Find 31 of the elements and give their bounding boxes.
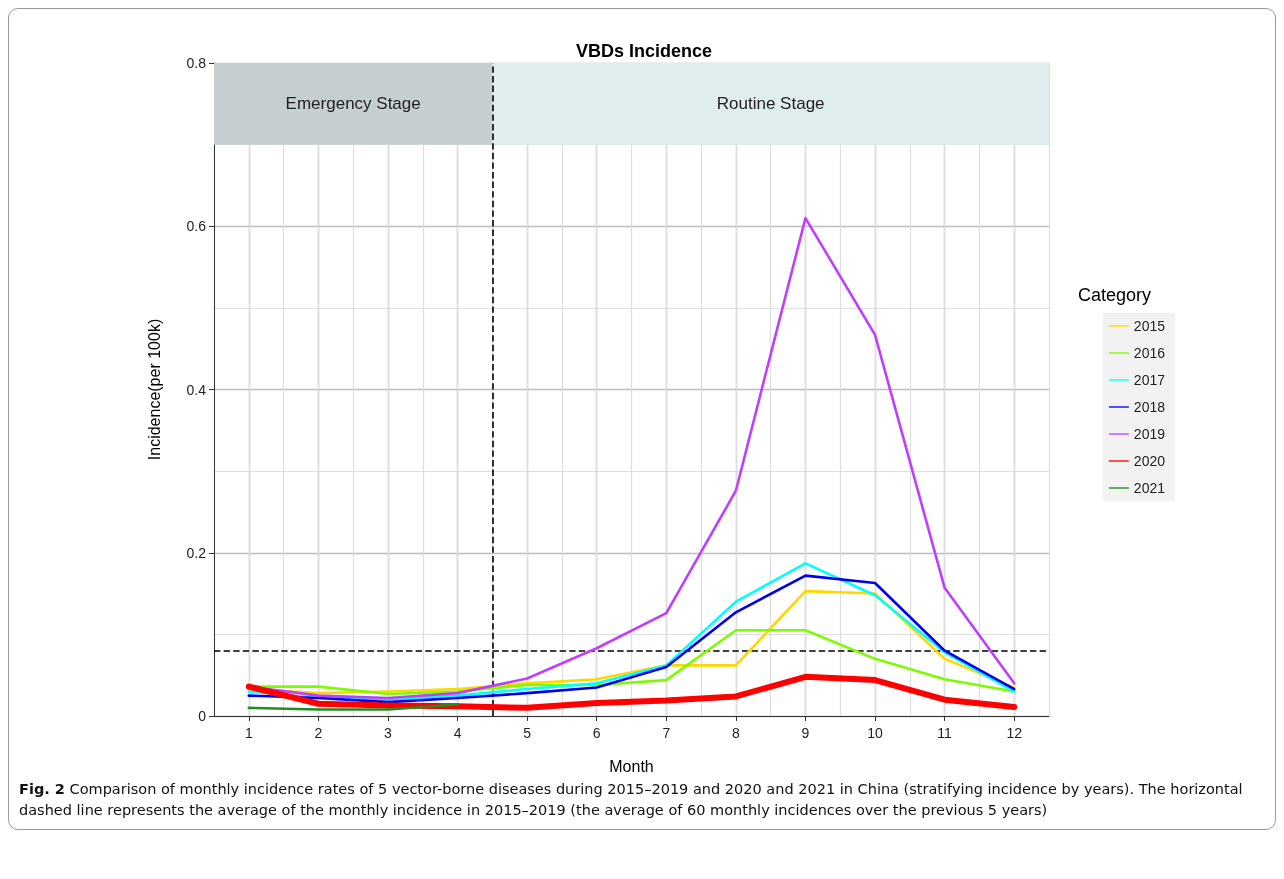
legend-title: Category — [1078, 285, 1152, 305]
band-label: Emergency Stage — [285, 94, 421, 114]
y-axis-title: Incidence(per 100k) — [145, 318, 163, 461]
x-tick-label: 1 — [244, 725, 253, 741]
y-tick-label: 0.4 — [186, 381, 207, 398]
x-tick-label: 5 — [523, 725, 532, 741]
y-tick-label: 0.2 — [186, 544, 207, 561]
legend-label: 2019 — [1133, 426, 1166, 442]
chart-title: VBDs Incidence — [575, 41, 713, 61]
x-tick-label: 9 — [801, 725, 810, 741]
caption: Fig. 2 Comparison of monthly incidence rates of 5 vector-borne diseases during 2015–2019 and 2020 and 2021 in China (stratifying incidence by years). The horizontal dashed line represents the average of the monthly incidence in 2015–2019 (the average of 60 monthly incidences over the previous 5 years) — [19, 781, 1243, 818]
y-tick-label: 0.8 — [186, 55, 207, 71]
x-tick-label: 11 — [937, 725, 953, 741]
x-axis-title: Month — [609, 757, 654, 775]
x-tick-label: 6 — [592, 725, 601, 741]
x-tick-label: 2 — [314, 725, 323, 741]
x-tick-label: 12 — [1006, 725, 1023, 741]
legend-label: 2021 — [1133, 480, 1166, 496]
y-tick-label: 0.6 — [186, 218, 207, 235]
legend-label: 2016 — [1133, 345, 1166, 361]
band-label: Routine Stage — [716, 94, 825, 114]
legend-label: 2015 — [1133, 318, 1166, 334]
x-tick-label: 7 — [662, 725, 671, 741]
x-tick-label: 8 — [731, 725, 740, 741]
x-tick-label: 4 — [453, 725, 462, 741]
legend-label: 2017 — [1133, 372, 1166, 388]
legend-label: 2018 — [1133, 399, 1166, 415]
y-tick-label: 0 — [198, 708, 207, 724]
x-tick-label: 10 — [867, 725, 884, 741]
x-tick-label: 3 — [384, 725, 393, 741]
legend-label: 2020 — [1133, 453, 1166, 469]
